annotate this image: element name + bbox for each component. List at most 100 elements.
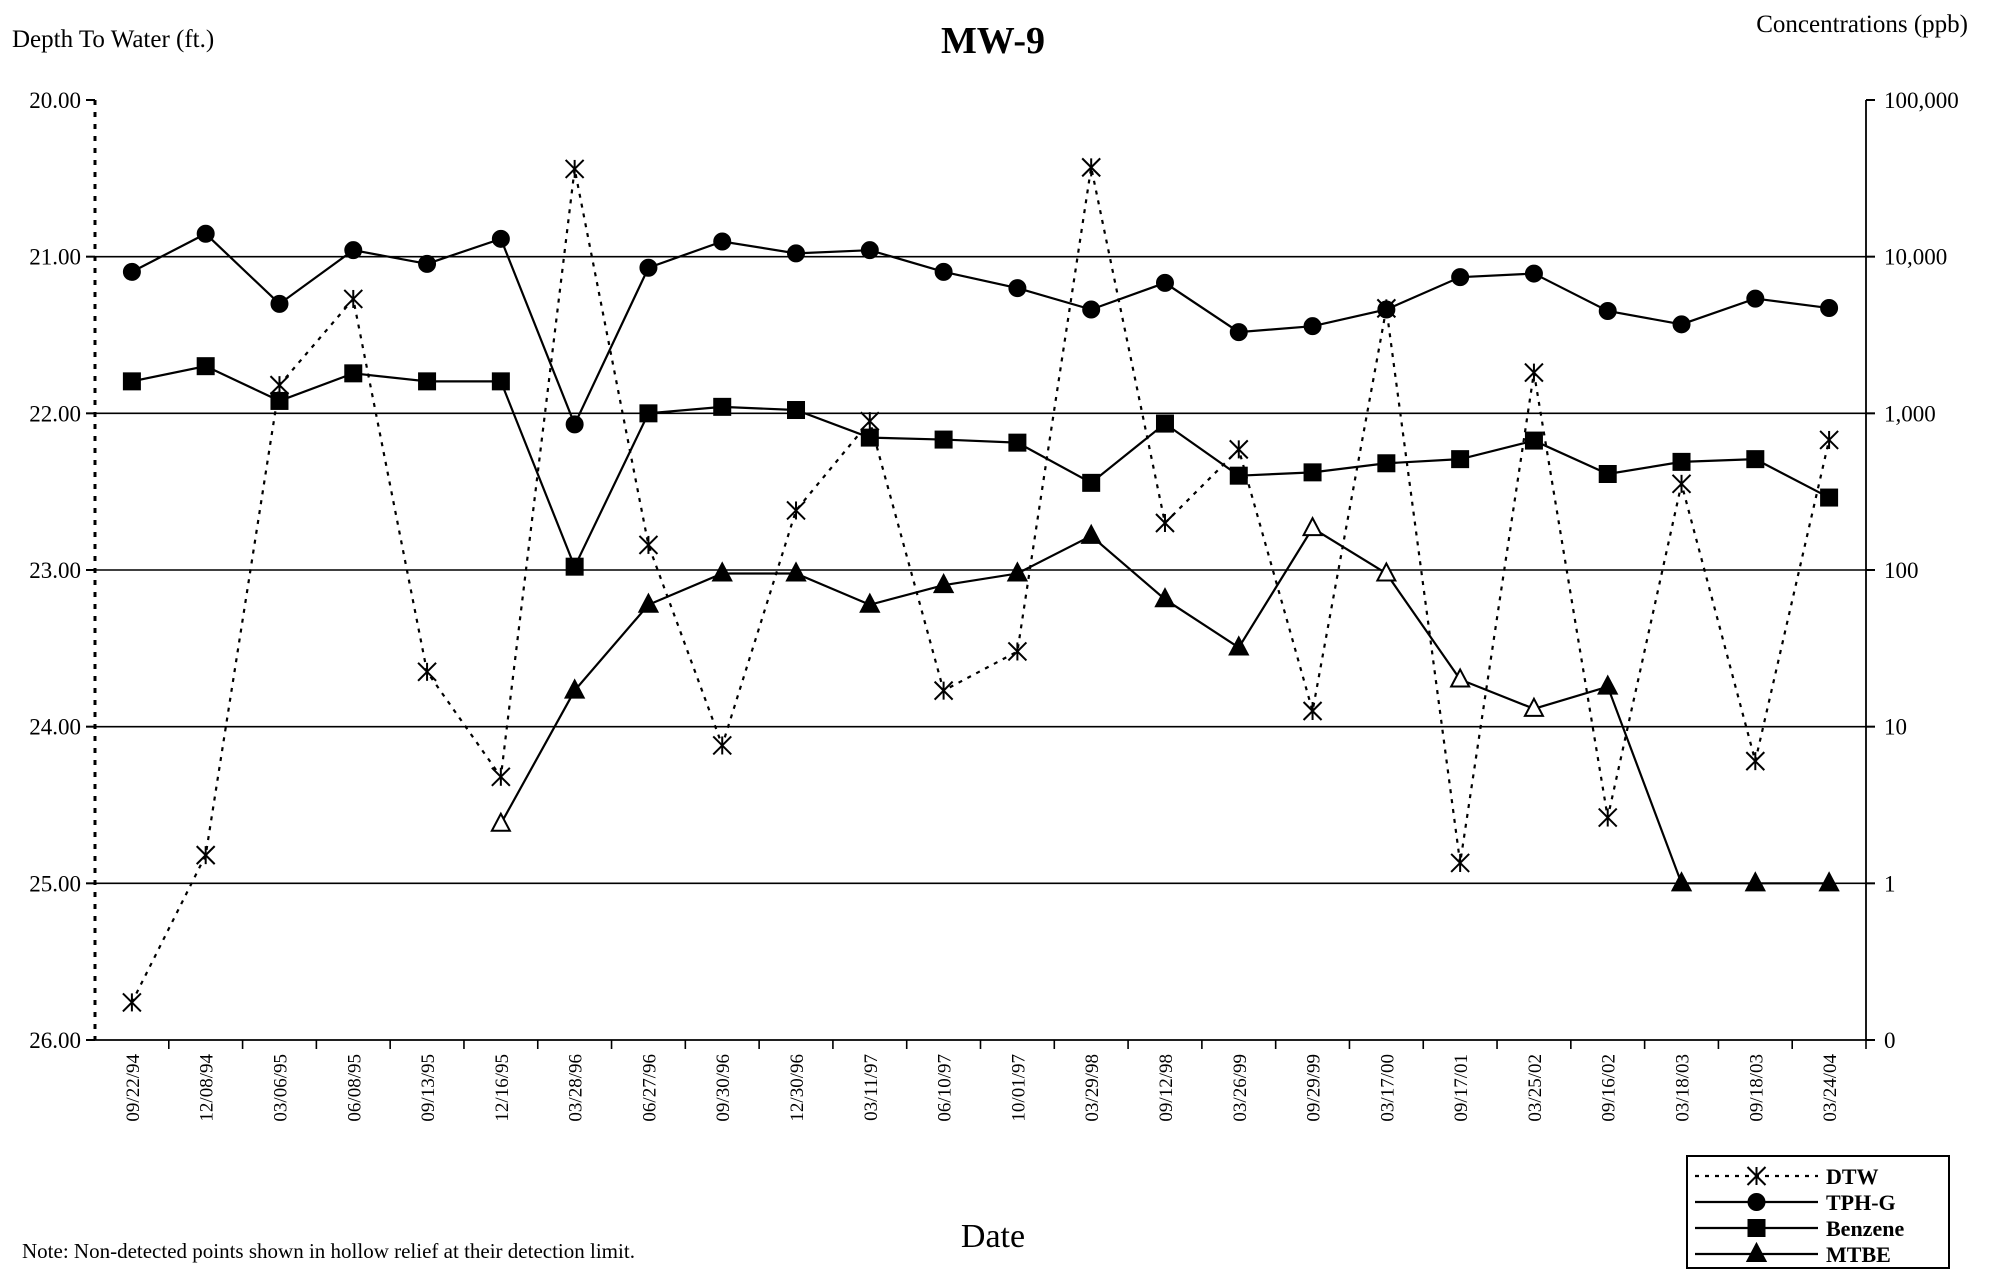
dtw-point: [1746, 1166, 1767, 1186]
benzene-point: [1082, 473, 1101, 492]
dtw-point: [122, 992, 142, 1013]
dtw-point: [786, 500, 806, 521]
mtbe-point: [711, 561, 733, 582]
y-left-tick-label: 26.00: [29, 1028, 81, 1053]
x-tick-label: 12/08/94: [197, 1054, 218, 1122]
dtw-point: [638, 535, 659, 555]
benzene-point: [270, 391, 289, 410]
series-dtw: [122, 157, 1839, 1013]
dtw-point: [1819, 430, 1839, 450]
tph-g-point: [639, 258, 658, 277]
series-line-tph-g: [131, 232, 1830, 428]
mtbe-point: [1744, 871, 1766, 892]
benzene-point: [1303, 463, 1322, 482]
legend-label-mtbe: MTBE: [1826, 1242, 1891, 1267]
dtw-point: [1745, 751, 1766, 771]
tph-g-point: [1377, 300, 1396, 319]
x-tick-label: 09/17/01: [1451, 1054, 1472, 1122]
dtw-point: [860, 411, 880, 431]
tph-g-point: [1820, 299, 1839, 318]
tph-g-point: [344, 241, 363, 260]
tph-g-point: [1082, 300, 1101, 319]
benzene-point: [418, 372, 437, 391]
dtw-point: [712, 735, 732, 756]
mtbe-non-detect-point: [490, 811, 512, 832]
benzene-point: [1746, 450, 1765, 469]
mtbe-point: [1154, 587, 1176, 608]
tph-g-point: [787, 244, 806, 263]
dtw-point: [564, 159, 585, 179]
benzene-point: [934, 430, 953, 449]
tph-g-point: [1008, 279, 1027, 298]
y-left-tick-label: 22.00: [29, 401, 81, 426]
tph-g-point: [1229, 323, 1248, 342]
legend-label-dtw: DTW: [1826, 1164, 1879, 1189]
x-tick-label: 03/28/96: [566, 1054, 587, 1122]
benzene-point: [1747, 1219, 1766, 1237]
tph-g-point: [1303, 317, 1322, 336]
x-tick-label: 09/12/98: [1156, 1054, 1177, 1122]
dtw-point: [1671, 474, 1692, 494]
x-tick-label: 12/16/95: [492, 1054, 513, 1122]
x-tick-label: 09/29/99: [1304, 1054, 1325, 1122]
tph-g-point: [1524, 264, 1543, 283]
dtw-point: [1524, 362, 1544, 383]
x-tick-label: 03/17/00: [1377, 1054, 1398, 1122]
benzene-point: [1008, 433, 1027, 452]
x-tick-label: 03/18/03: [1673, 1054, 1694, 1122]
tph-g-point: [565, 415, 584, 434]
footnote: Note: Non-detected points shown in hollo…: [22, 1239, 635, 1263]
mtbe-point: [932, 573, 955, 594]
dtw-point: [195, 845, 216, 865]
legend-label-benzene: Benzene: [1826, 1216, 1904, 1241]
benzene-point: [1229, 466, 1248, 485]
series-line-benzene: [131, 365, 1830, 570]
dtw-point: [1007, 641, 1028, 662]
benzene-point: [1820, 488, 1839, 507]
x-tick-label: 06/10/97: [935, 1054, 956, 1122]
x-axis-title: Date: [961, 1218, 1025, 1255]
tph-g-point: [713, 232, 732, 251]
tph-g-point: [1451, 268, 1470, 287]
x-tick-label: 03/25/02: [1525, 1054, 1546, 1122]
mtbe-point: [1597, 674, 1619, 695]
axes: 20.00 21.00 22.00 23.00 24.00 25.00 26.00 100,0…: [29, 88, 1959, 1122]
series-line-dtw: [130, 167, 1831, 1003]
mtbe-point: [637, 592, 660, 613]
dtw-point: [1081, 157, 1101, 178]
tph-g-point: [1598, 301, 1617, 320]
benzene-point: [344, 364, 363, 383]
tph-g-point: [122, 262, 141, 281]
x-tick-label: 09/18/03: [1746, 1054, 1767, 1122]
series-layer: [122, 157, 1840, 1013]
benzene-point: [1598, 464, 1617, 483]
benzene-point: [1451, 450, 1470, 469]
y-left-tick-label: 25.00: [29, 871, 81, 896]
mtbe-point: [1080, 523, 1102, 544]
mtbe-non-detect-point: [1301, 516, 1324, 537]
series-mtbe: [490, 516, 1840, 892]
x-tick-label: 06/08/95: [344, 1054, 365, 1122]
x-tick-label: 12/30/96: [787, 1054, 808, 1122]
mtbe-point: [1228, 635, 1250, 656]
y-right-tick-label: 1: [1884, 871, 1896, 896]
benzene-point: [787, 401, 806, 420]
tph-g-point: [196, 224, 215, 243]
y-axis-right-title: Concentrations (ppb): [1756, 11, 1968, 38]
chart-title: MW-9: [941, 20, 1045, 62]
dtw-point: [1302, 701, 1323, 721]
y-right-tick-label: 10: [1884, 715, 1907, 740]
dtw-point: [269, 375, 290, 395]
x-tick-label: 06/27/96: [639, 1054, 660, 1122]
mtbe-point: [1818, 871, 1840, 892]
legend-box: [1686, 1155, 1950, 1269]
legend-entry-mtbe: MTBE: [1695, 1241, 1891, 1267]
dtw-point: [1229, 439, 1249, 460]
x-tick-label: 03/11/97: [861, 1054, 882, 1121]
benzene-point: [860, 428, 879, 447]
benzene-point: [196, 357, 215, 376]
y-right-tick-label: 10,000: [1884, 245, 1947, 270]
